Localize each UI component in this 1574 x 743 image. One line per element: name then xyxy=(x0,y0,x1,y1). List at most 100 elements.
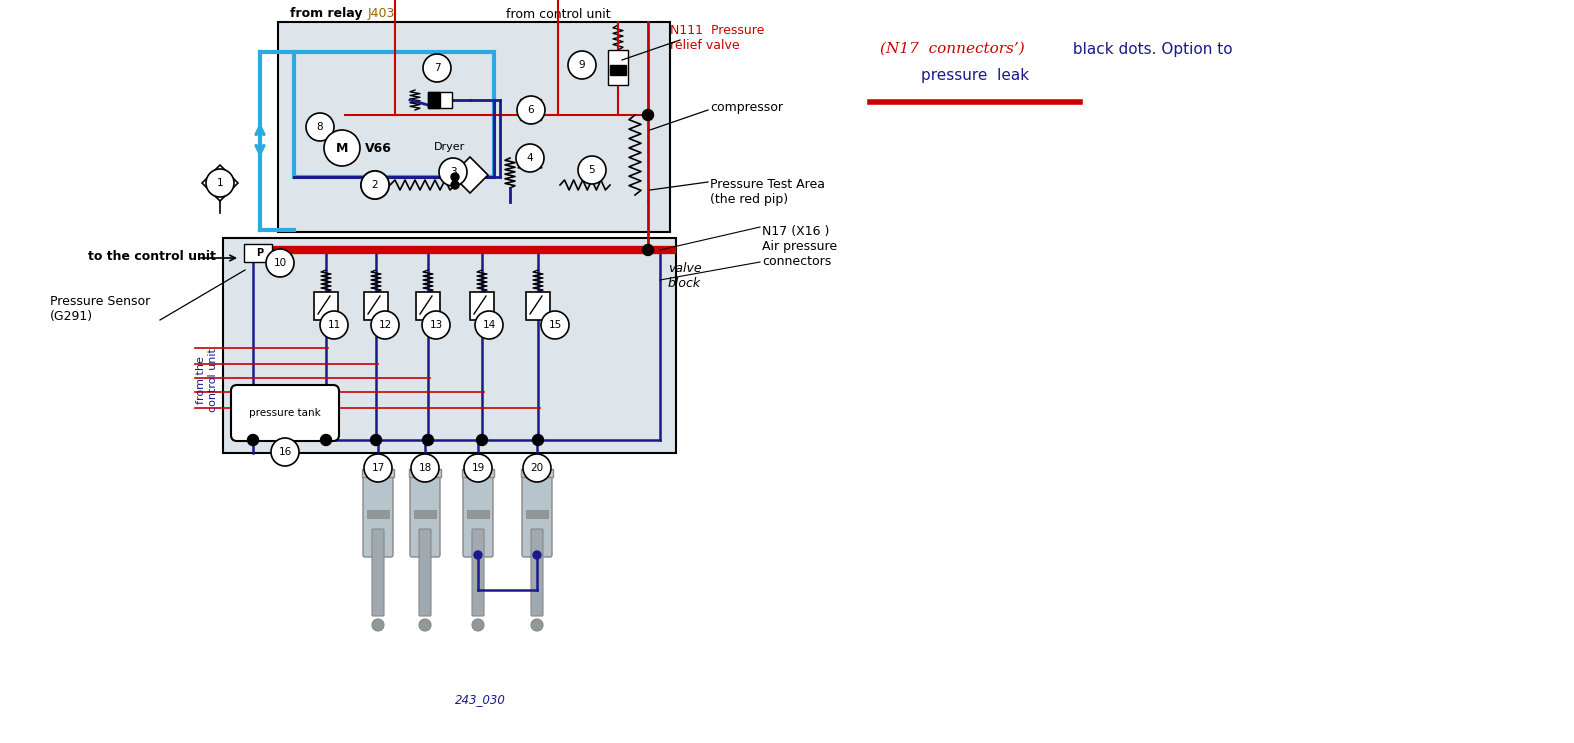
Text: pressure  leak: pressure leak xyxy=(921,68,1029,83)
FancyBboxPatch shape xyxy=(530,529,543,616)
Text: from relay: from relay xyxy=(291,7,364,21)
Circle shape xyxy=(266,249,294,277)
Text: from control unit: from control unit xyxy=(505,7,611,21)
Text: N111  Pressure
relief valve: N111 Pressure relief valve xyxy=(671,24,765,52)
Circle shape xyxy=(305,113,334,141)
Bar xyxy=(294,52,494,177)
Bar xyxy=(367,510,389,518)
Text: Dryer: Dryer xyxy=(434,142,464,152)
Bar xyxy=(409,469,441,477)
Text: black dots. Option to: black dots. Option to xyxy=(1069,42,1232,57)
Circle shape xyxy=(371,619,384,631)
Bar xyxy=(608,50,628,85)
Polygon shape xyxy=(201,165,238,201)
Circle shape xyxy=(423,54,452,82)
Bar xyxy=(244,244,272,262)
Bar xyxy=(467,510,490,518)
Text: V66: V66 xyxy=(365,141,392,155)
Text: 16: 16 xyxy=(279,447,291,457)
Bar xyxy=(611,65,626,75)
Text: valve
block: valve block xyxy=(667,262,702,290)
Text: 6: 6 xyxy=(527,105,534,115)
Text: 14: 14 xyxy=(482,320,496,330)
Bar xyxy=(364,292,389,320)
Text: 3: 3 xyxy=(450,167,456,177)
FancyBboxPatch shape xyxy=(463,473,493,557)
Circle shape xyxy=(568,51,597,79)
FancyBboxPatch shape xyxy=(231,385,338,441)
Text: M: M xyxy=(335,141,348,155)
Circle shape xyxy=(452,181,460,189)
Circle shape xyxy=(249,435,258,445)
Circle shape xyxy=(439,158,467,186)
Circle shape xyxy=(523,454,551,482)
Circle shape xyxy=(642,109,653,120)
Polygon shape xyxy=(452,157,488,193)
Text: 4: 4 xyxy=(527,153,534,163)
Circle shape xyxy=(364,454,392,482)
Text: pressure tank: pressure tank xyxy=(249,408,321,418)
Bar xyxy=(428,92,441,108)
Circle shape xyxy=(320,311,348,339)
Bar xyxy=(526,510,548,518)
Bar xyxy=(428,92,452,108)
Circle shape xyxy=(371,311,398,339)
Text: 18: 18 xyxy=(419,463,431,473)
Polygon shape xyxy=(518,148,541,168)
Text: 1: 1 xyxy=(217,178,224,188)
Circle shape xyxy=(472,619,483,631)
Circle shape xyxy=(541,311,568,339)
Text: 13: 13 xyxy=(430,320,442,330)
FancyBboxPatch shape xyxy=(472,529,483,616)
FancyBboxPatch shape xyxy=(364,473,394,557)
Text: J403: J403 xyxy=(368,7,395,21)
Bar xyxy=(471,292,494,320)
Bar xyxy=(224,238,675,453)
Bar xyxy=(416,292,441,320)
Text: from the
control unit: from the control unit xyxy=(197,348,217,412)
Text: 20: 20 xyxy=(530,463,543,473)
Text: 2: 2 xyxy=(371,180,378,190)
Circle shape xyxy=(247,435,258,446)
Bar xyxy=(362,469,394,477)
Circle shape xyxy=(206,169,235,197)
Text: Pressure Test Area
(the red pip): Pressure Test Area (the red pip) xyxy=(710,178,825,206)
Circle shape xyxy=(475,311,504,339)
Circle shape xyxy=(321,435,332,446)
Circle shape xyxy=(422,435,433,446)
Circle shape xyxy=(644,245,653,255)
Text: 19: 19 xyxy=(471,463,485,473)
Bar xyxy=(521,469,552,477)
Text: 9: 9 xyxy=(579,60,586,70)
Text: to the control unit: to the control unit xyxy=(88,250,216,264)
Circle shape xyxy=(411,454,439,482)
Circle shape xyxy=(370,435,381,446)
FancyBboxPatch shape xyxy=(371,529,384,616)
Text: 243_030: 243_030 xyxy=(455,693,505,707)
Text: 11: 11 xyxy=(327,320,340,330)
Circle shape xyxy=(360,171,389,199)
Circle shape xyxy=(532,435,543,446)
Circle shape xyxy=(642,244,653,256)
Text: 17: 17 xyxy=(371,463,384,473)
Text: 5: 5 xyxy=(589,165,595,175)
FancyBboxPatch shape xyxy=(419,529,431,616)
Circle shape xyxy=(644,110,653,120)
Text: 12: 12 xyxy=(378,320,392,330)
Text: 7: 7 xyxy=(434,63,441,73)
FancyBboxPatch shape xyxy=(523,473,552,557)
Text: 8: 8 xyxy=(316,122,323,132)
Text: compressor: compressor xyxy=(710,102,782,114)
Text: 10: 10 xyxy=(274,258,286,268)
Circle shape xyxy=(519,98,543,122)
Circle shape xyxy=(530,619,543,631)
Circle shape xyxy=(271,438,299,466)
Circle shape xyxy=(474,551,482,559)
Text: N17 (X16 )
Air pressure
connectors: N17 (X16 ) Air pressure connectors xyxy=(762,225,837,268)
Bar xyxy=(463,469,494,477)
Circle shape xyxy=(324,130,360,166)
FancyBboxPatch shape xyxy=(409,473,441,557)
Circle shape xyxy=(452,173,460,181)
Bar xyxy=(313,292,338,320)
Text: Pressure Sensor
(G291): Pressure Sensor (G291) xyxy=(50,295,150,323)
